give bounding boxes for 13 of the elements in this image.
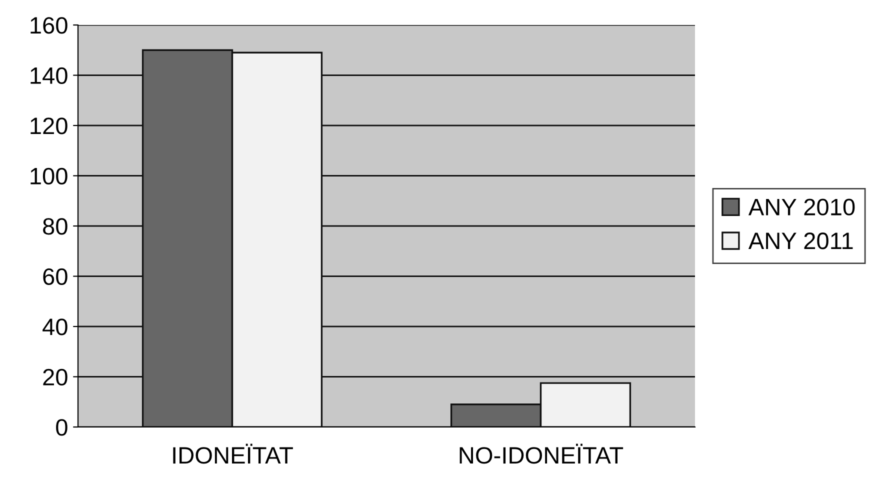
y-tick-label: 60 [43, 268, 68, 286]
y-tick-label: 100 [30, 168, 68, 185]
y-tick-label: 80 [43, 218, 68, 235]
x-tick-label: NO-IDONEÏTAT [460, 444, 624, 464]
y-tick-label: 40 [42, 318, 68, 336]
y-tick-label: 160 [30, 17, 68, 34]
y-tick-label: 140 [30, 67, 68, 84]
y-tick-label: 120 [30, 118, 68, 134]
legend-label: ANY 2010 [748, 198, 855, 216]
legend-label: ANY 2011 [748, 232, 853, 250]
x-tick-label: IDONEÏTAT [173, 444, 293, 464]
y-tick-label: 0 [56, 419, 68, 436]
y-tick-label: 20 [43, 368, 68, 386]
